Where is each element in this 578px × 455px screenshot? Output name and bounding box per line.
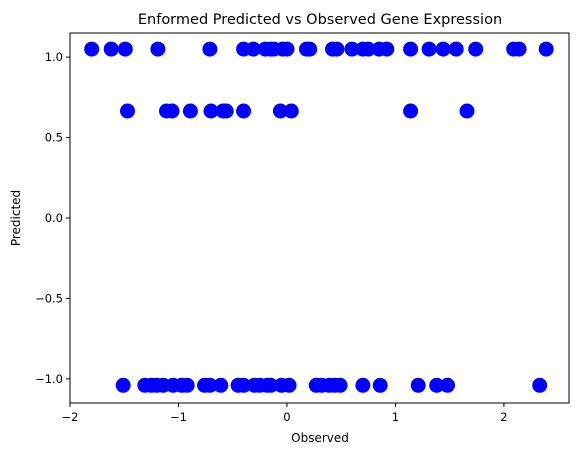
chart-title: Enformed Predicted vs Observed Gene Expr… xyxy=(138,12,502,28)
x-axis-label: Observed xyxy=(291,431,349,445)
data-point xyxy=(379,42,394,57)
data-point xyxy=(284,104,299,119)
y-tick-label: 0.5 xyxy=(45,131,63,145)
data-point xyxy=(539,42,554,57)
data-point xyxy=(329,42,344,57)
data-point xyxy=(302,42,317,57)
data-point xyxy=(403,104,418,119)
data-point xyxy=(116,378,131,393)
data-point xyxy=(440,378,455,393)
x-tick-label: 0 xyxy=(283,410,290,424)
data-point xyxy=(165,104,180,119)
data-point xyxy=(280,42,295,57)
data-point xyxy=(120,104,135,119)
data-points xyxy=(84,42,554,393)
data-point xyxy=(183,104,198,119)
y-tick-label: 0.0 xyxy=(45,211,63,225)
y-axis-label: Predicted xyxy=(9,190,23,246)
y-tick-label: −1.0 xyxy=(35,372,63,386)
data-point xyxy=(282,378,297,393)
data-point xyxy=(411,378,426,393)
plot-area-frame xyxy=(70,33,569,403)
data-point xyxy=(150,42,165,57)
data-point xyxy=(436,42,451,57)
data-point xyxy=(373,378,388,393)
data-point xyxy=(118,42,133,57)
axis-ticks: −2 −1 0 1 2 −1.0 −0.5 0.0 0.5 1.0 xyxy=(35,50,508,424)
data-point xyxy=(219,104,234,119)
data-point xyxy=(468,42,483,57)
data-point xyxy=(532,378,547,393)
x-tick-label: −2 xyxy=(62,410,79,424)
data-point xyxy=(333,378,348,393)
data-point xyxy=(104,42,119,57)
data-point xyxy=(213,378,228,393)
data-point xyxy=(403,42,418,57)
data-point xyxy=(460,104,475,119)
data-point xyxy=(236,104,251,119)
data-point xyxy=(202,42,217,57)
data-point xyxy=(422,42,437,57)
data-point xyxy=(449,42,464,57)
x-tick-label: 2 xyxy=(500,410,507,424)
data-point xyxy=(512,42,527,57)
y-tick-label: 1.0 xyxy=(45,50,63,64)
data-point xyxy=(84,42,99,57)
data-point xyxy=(355,378,370,393)
data-point xyxy=(180,378,195,393)
x-tick-label: −1 xyxy=(170,410,187,424)
x-tick-label: 1 xyxy=(392,410,399,424)
y-tick-label: −0.5 xyxy=(35,291,63,305)
